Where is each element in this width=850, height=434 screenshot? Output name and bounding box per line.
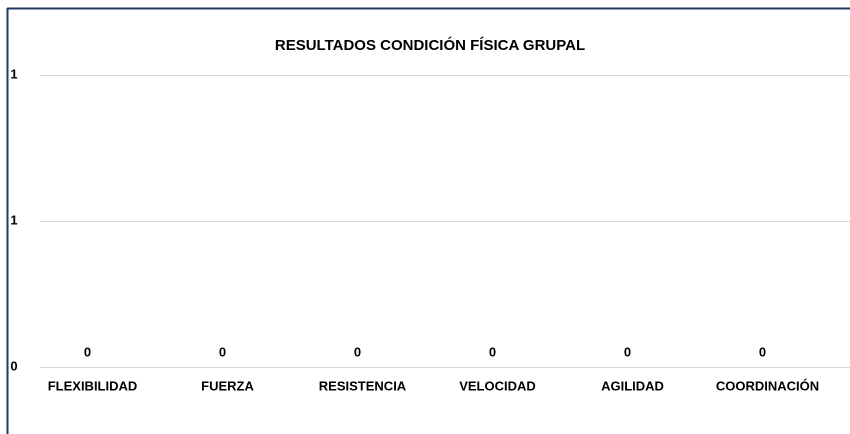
- x-tick-label: COORDINACIÓN: [716, 378, 819, 393]
- y-tick-label: 1: [10, 66, 17, 81]
- value-label: 0: [219, 344, 226, 359]
- y-tick-label: 0: [10, 358, 17, 373]
- value-label: 0: [354, 344, 361, 359]
- x-tick-label: RESISTENCIA: [319, 378, 407, 393]
- value-label: 0: [489, 344, 496, 359]
- y-tick-label: 1: [10, 212, 17, 227]
- value-label: 0: [624, 344, 631, 359]
- x-tick-label: AGILIDAD: [601, 378, 664, 393]
- x-tick-label: VELOCIDAD: [459, 378, 536, 393]
- value-label: 0: [759, 344, 766, 359]
- chart-title: RESULTADOS CONDICIÓN FÍSICA GRUPAL: [275, 36, 585, 54]
- x-tick-label: FUERZA: [201, 378, 254, 393]
- x-tick-label: FLEXIBILIDAD: [48, 378, 138, 393]
- value-label: 0: [84, 344, 91, 359]
